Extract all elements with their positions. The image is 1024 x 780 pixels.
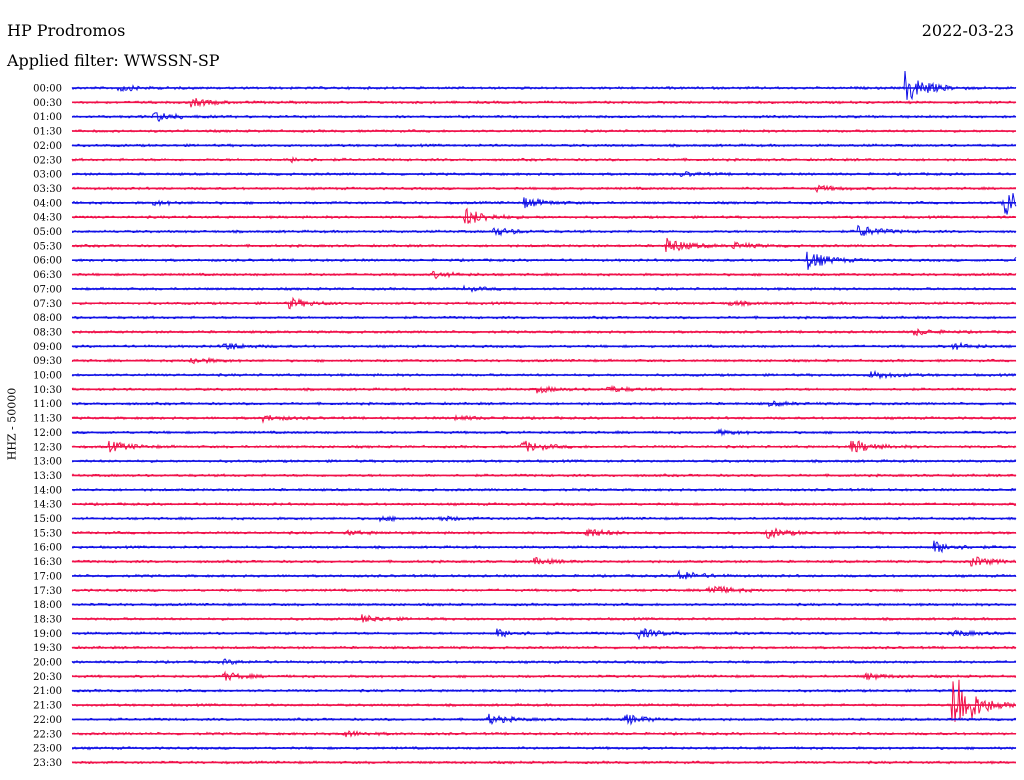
row-label: 06:00 xyxy=(33,256,62,267)
trace-0530 xyxy=(71,237,1017,252)
row-label: 10:00 xyxy=(33,371,62,382)
station-title: HP Prodromos xyxy=(7,21,126,40)
row-label: 08:00 xyxy=(33,313,62,324)
row-label: 18:00 xyxy=(33,600,62,611)
row-label: 02:30 xyxy=(33,155,62,166)
row-label: 19:30 xyxy=(33,643,62,654)
row-label: 20:30 xyxy=(33,672,62,683)
row-label: 02:00 xyxy=(33,141,62,152)
trace-0430 xyxy=(71,207,1017,224)
row-label: 03:30 xyxy=(33,184,62,195)
row-label: 14:30 xyxy=(33,500,62,511)
row-label: 09:00 xyxy=(33,342,62,353)
row-label: 19:00 xyxy=(33,629,62,640)
row-label: 05:30 xyxy=(33,241,62,252)
date-label: 2022-03-23 xyxy=(921,21,1014,40)
row-label: 06:30 xyxy=(33,270,62,281)
trace-2130 xyxy=(71,679,1017,722)
trace-0400 xyxy=(71,193,1017,215)
row-label: 07:30 xyxy=(33,299,62,310)
row-label: 11:00 xyxy=(33,399,62,410)
row-label: 03:00 xyxy=(33,170,62,181)
row-label: 13:30 xyxy=(33,471,62,482)
row-label: 22:00 xyxy=(33,715,62,726)
row-label: 00:00 xyxy=(33,84,62,95)
row-label: 12:00 xyxy=(33,428,62,439)
row-label: 01:30 xyxy=(33,127,62,138)
trace-1600 xyxy=(71,540,1017,554)
row-label: 21:30 xyxy=(33,701,62,712)
row-label: 18:30 xyxy=(33,614,62,625)
row-label: 00:30 xyxy=(33,98,62,109)
row-label: 04:30 xyxy=(33,213,62,224)
row-label: 07:00 xyxy=(33,284,62,295)
row-label: 16:00 xyxy=(33,543,62,554)
row-label: 13:00 xyxy=(33,457,62,468)
row-label: 04:00 xyxy=(33,198,62,209)
row-label: 14:00 xyxy=(33,485,62,496)
row-label: 15:00 xyxy=(33,514,62,525)
row-label: 05:00 xyxy=(33,227,62,238)
row-label: 22:30 xyxy=(33,729,62,740)
trace-0000 xyxy=(71,70,1017,101)
row-label: 21:00 xyxy=(33,686,62,697)
row-label: 17:30 xyxy=(33,586,62,597)
filter-label: Applied filter: WWSSN-SP xyxy=(7,51,220,70)
row-label: 17:00 xyxy=(33,571,62,582)
row-label: 15:30 xyxy=(33,528,62,539)
row-label: 12:30 xyxy=(33,442,62,453)
row-label: 20:00 xyxy=(33,658,62,669)
row-label: 10:30 xyxy=(33,385,62,396)
row-label: 11:30 xyxy=(33,414,62,425)
row-label: 23:30 xyxy=(33,758,62,769)
row-label: 09:30 xyxy=(33,356,62,367)
row-label: 08:30 xyxy=(33,327,62,338)
row-label: 23:00 xyxy=(33,744,62,755)
row-label: 01:00 xyxy=(33,112,62,123)
row-label: 16:30 xyxy=(33,557,62,568)
